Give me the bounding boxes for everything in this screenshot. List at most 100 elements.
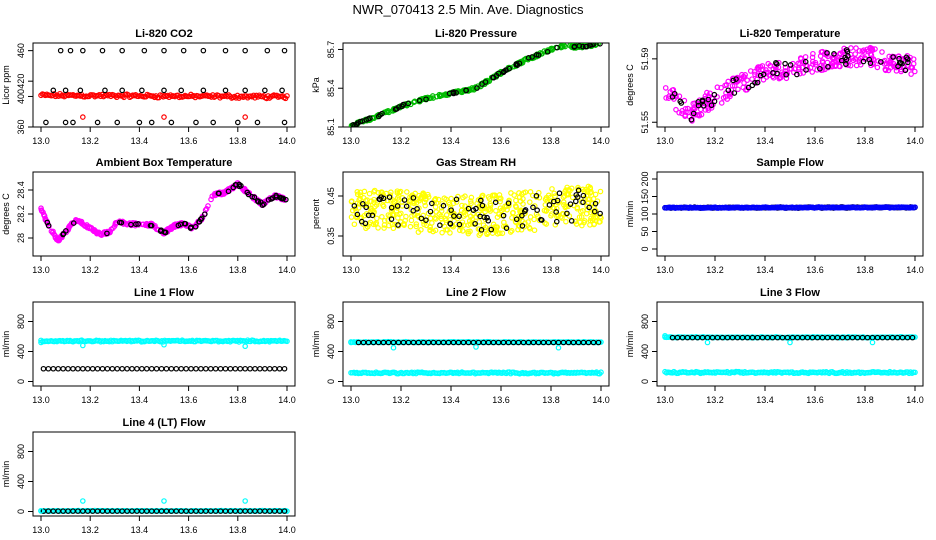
data-point bbox=[266, 365, 273, 372]
chart-title: Gas Stream RH bbox=[436, 157, 516, 169]
data-point bbox=[535, 213, 541, 220]
x-tick-label: 14.0 bbox=[278, 395, 296, 405]
data-point bbox=[869, 45, 875, 52]
data-point bbox=[860, 47, 867, 53]
data-point bbox=[843, 47, 850, 53]
data-point bbox=[783, 71, 789, 78]
data-point bbox=[207, 365, 214, 372]
data-point bbox=[509, 215, 515, 221]
data-point bbox=[522, 207, 529, 213]
data-point bbox=[437, 92, 444, 99]
data-point bbox=[546, 202, 553, 208]
data-point bbox=[704, 339, 711, 346]
data-point bbox=[866, 56, 872, 63]
chart-panel-7: Line 1 Flow ml/min 13.0 13.2 13.4 13.6 13.8 14.… bbox=[1, 287, 296, 405]
data-point bbox=[384, 109, 391, 115]
data-point bbox=[514, 62, 521, 68]
data-point bbox=[80, 498, 86, 504]
y-axis-label: ml/min bbox=[625, 201, 635, 228]
x-tick-label: 13.2 bbox=[81, 265, 99, 275]
x-tick-label: 13.8 bbox=[856, 136, 874, 146]
data-point bbox=[257, 199, 264, 205]
data-point bbox=[40, 209, 46, 216]
data-point bbox=[161, 87, 167, 94]
data-point bbox=[490, 339, 497, 346]
y-tick-label: 85.7 bbox=[326, 41, 336, 59]
data-point bbox=[279, 87, 285, 94]
data-point bbox=[456, 227, 463, 234]
y-axis-label: degrees C bbox=[1, 193, 11, 235]
x-tick-label: 13.6 bbox=[492, 136, 510, 146]
data-point bbox=[564, 210, 570, 217]
data-point bbox=[787, 339, 793, 346]
data-point bbox=[351, 221, 358, 228]
x-tick-label: 13.6 bbox=[180, 136, 198, 146]
data-point bbox=[574, 205, 581, 212]
data-point bbox=[371, 196, 377, 203]
data-point bbox=[193, 365, 199, 372]
data-point bbox=[853, 62, 860, 69]
data-point bbox=[803, 67, 809, 73]
data-point bbox=[359, 200, 366, 207]
chart-title: Ambient Box Temperature bbox=[96, 157, 233, 169]
chart-title: Li-820 Temperature bbox=[740, 28, 841, 40]
chart-panel-4: Ambient Box Temperature degrees C 13.0 13.2… bbox=[1, 157, 296, 275]
data-point bbox=[232, 365, 239, 372]
x-tick-label: 13.4 bbox=[442, 395, 460, 405]
data-point bbox=[453, 196, 460, 203]
data-point bbox=[461, 209, 468, 215]
data-point bbox=[752, 71, 758, 78]
data-point bbox=[741, 74, 748, 80]
data-point bbox=[416, 97, 423, 104]
data-point bbox=[370, 339, 377, 346]
data-point bbox=[379, 213, 385, 220]
page-title: NWR_070413 2.5 Min. Ave. Diagnostics bbox=[352, 2, 584, 17]
data-point bbox=[403, 203, 410, 210]
data-point bbox=[408, 217, 415, 224]
data-point bbox=[358, 218, 365, 225]
data-point bbox=[415, 339, 422, 346]
data-point bbox=[141, 47, 148, 54]
data-point bbox=[442, 215, 449, 222]
data-point bbox=[573, 192, 580, 198]
data-point bbox=[824, 50, 830, 56]
data-point bbox=[588, 209, 595, 216]
data-point bbox=[188, 365, 194, 372]
data-point bbox=[200, 87, 207, 94]
y-tick-label: 28.4 bbox=[16, 181, 26, 199]
x-tick-label: 13.2 bbox=[706, 136, 724, 146]
data-point bbox=[84, 365, 91, 372]
x-tick-label: 13.4 bbox=[756, 265, 774, 275]
data-point bbox=[217, 365, 224, 372]
data-point bbox=[590, 196, 597, 202]
data-point bbox=[94, 119, 101, 126]
data-point bbox=[875, 58, 882, 64]
y-tick-label: 400 bbox=[326, 344, 336, 359]
data-point bbox=[119, 365, 125, 372]
x-tick-label: 13.0 bbox=[342, 395, 360, 405]
data-point bbox=[553, 209, 559, 215]
data-point bbox=[225, 188, 232, 195]
data-point bbox=[730, 77, 737, 84]
x-tick-label: 13.6 bbox=[492, 395, 510, 405]
x-tick-label: 13.2 bbox=[392, 395, 410, 405]
x-tick-label: 13.0 bbox=[656, 136, 674, 146]
data-point bbox=[527, 214, 534, 220]
data-point bbox=[429, 200, 435, 207]
data-point bbox=[533, 193, 540, 199]
data-point bbox=[235, 119, 241, 126]
data-point bbox=[92, 228, 99, 234]
chart-panel-1: Li-820 CO2 Licor ppm 13.0 13.2 13.4 13.6 13.8 1… bbox=[1, 28, 296, 146]
data-point bbox=[495, 339, 502, 346]
data-point bbox=[193, 119, 199, 126]
x-tick-label: 14.0 bbox=[592, 395, 610, 405]
x-tick-label: 13.6 bbox=[806, 265, 824, 275]
data-point bbox=[749, 76, 755, 82]
data-point bbox=[912, 334, 918, 340]
data-point bbox=[443, 196, 449, 203]
data-point bbox=[579, 222, 585, 229]
data-point bbox=[407, 223, 414, 230]
data-point bbox=[760, 71, 767, 78]
y-tick-label: 0 bbox=[640, 379, 650, 384]
data-point bbox=[413, 223, 419, 230]
